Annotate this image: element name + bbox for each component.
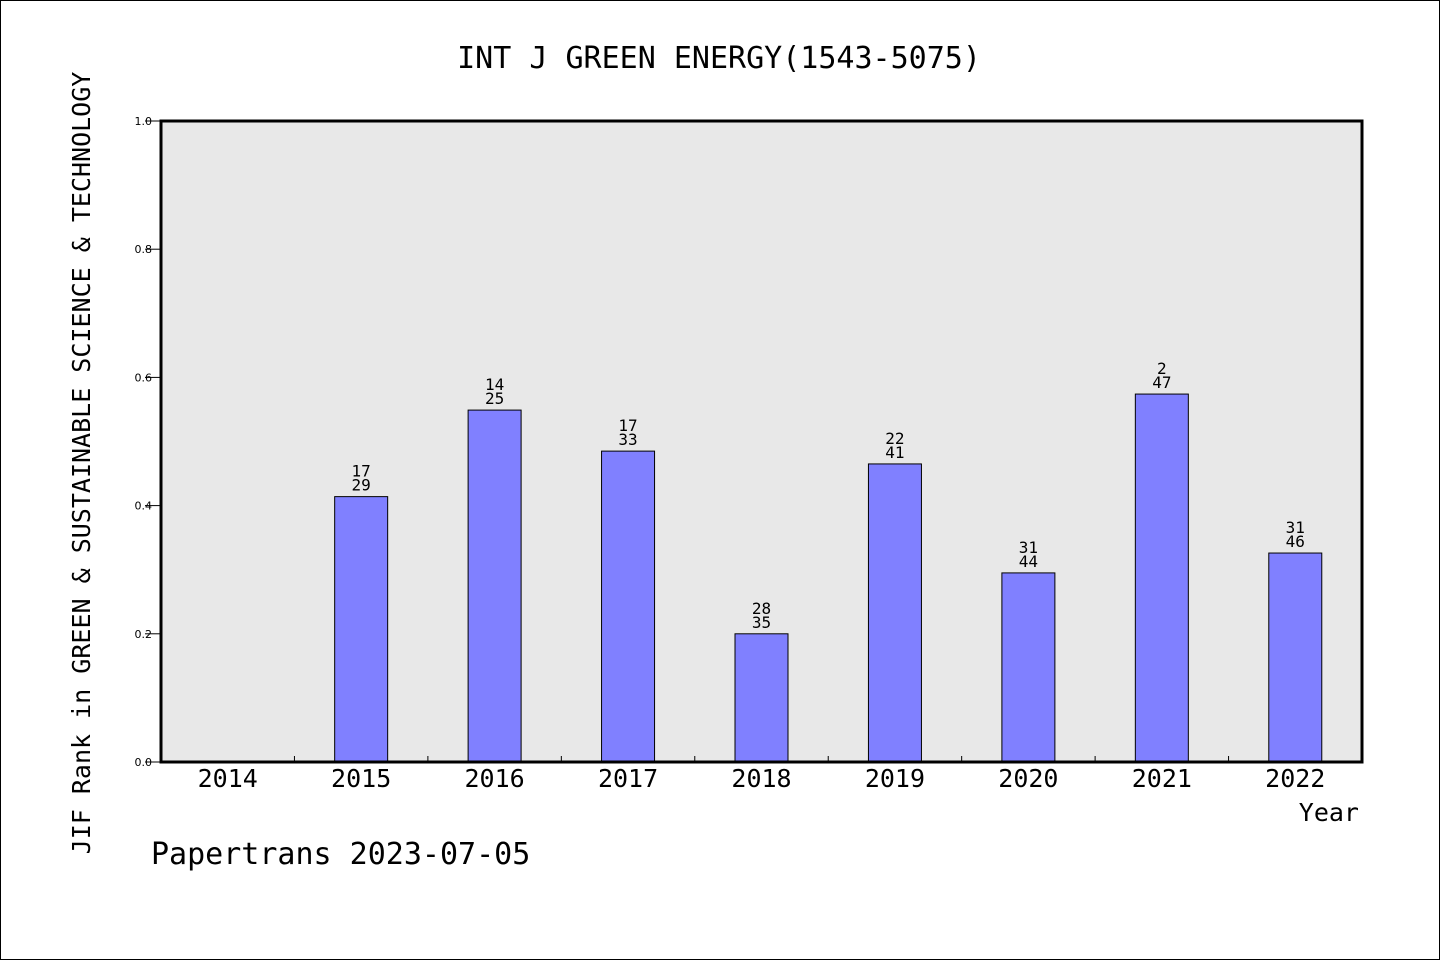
bar bbox=[601, 450, 656, 763]
x-tick-label: 2022 bbox=[1265, 764, 1325, 793]
x-tick-label: 2018 bbox=[731, 764, 791, 793]
x-tick-label: 2016 bbox=[465, 764, 525, 793]
bar-series bbox=[334, 393, 1323, 763]
plot-border bbox=[159, 119, 1364, 764]
bar-label-total: 44 bbox=[1019, 552, 1038, 571]
x-tick-label: 2019 bbox=[865, 764, 925, 793]
y-tick-label: 0.2 bbox=[135, 628, 153, 641]
bar-label-rank: 17 bbox=[618, 416, 637, 435]
bar-label-rank: 31 bbox=[1019, 538, 1038, 557]
bar-label-total: 33 bbox=[618, 430, 637, 449]
bar-label-rank: 14 bbox=[485, 375, 504, 394]
x-tick-label: 2017 bbox=[598, 764, 658, 793]
x-axis-label: Year bbox=[1299, 798, 1359, 827]
bar-label-total: 35 bbox=[752, 613, 771, 632]
bar-label-rank: 2 bbox=[1157, 359, 1167, 378]
bar-label-total: 41 bbox=[885, 443, 904, 462]
x-axis-ticks: 2014 2015 2016 2017 2018 2019 2020 2021 2022 bbox=[198, 756, 1325, 793]
chart-title: INT J GREEN ENERGY(1543-5075) bbox=[457, 41, 981, 76]
bar bbox=[467, 409, 522, 763]
bar bbox=[734, 633, 789, 763]
bar-label-total: 25 bbox=[485, 389, 504, 408]
bar-label-total: 47 bbox=[1152, 373, 1171, 392]
bar bbox=[1268, 552, 1323, 763]
bar-label-rank: 28 bbox=[752, 599, 771, 618]
footer-watermark: Papertrans 2023-07-05 bbox=[151, 837, 530, 872]
y-tick-label: 0.0 bbox=[135, 756, 153, 769]
bar bbox=[1134, 393, 1189, 763]
bar-label-total: 46 bbox=[1286, 532, 1305, 551]
bar-label-rank: 17 bbox=[352, 462, 371, 481]
bar bbox=[334, 496, 389, 763]
bar-label-total: 29 bbox=[352, 476, 371, 495]
y-tick-label: 0.8 bbox=[135, 243, 153, 256]
x-tick-label: 2014 bbox=[198, 764, 258, 793]
bar bbox=[1001, 572, 1056, 763]
bar-label-rank: 22 bbox=[885, 429, 904, 448]
x-tick-label: 2021 bbox=[1132, 764, 1192, 793]
y-axis-label: JIF Rank in GREEN & SUSTAINABLE SCIENCE … bbox=[67, 72, 96, 855]
y-axis-ticks: 0.0 0.2 0.4 0.6 0.8 1.0 bbox=[135, 115, 161, 769]
bar-label-rank: 31 bbox=[1286, 518, 1305, 537]
x-tick-label: 2020 bbox=[998, 764, 1058, 793]
x-tick-label: 2015 bbox=[331, 764, 391, 793]
y-tick-label: 0.6 bbox=[135, 371, 153, 384]
bar bbox=[867, 463, 922, 763]
y-tick-label: 1.0 bbox=[135, 115, 153, 128]
y-tick-label: 0.4 bbox=[135, 500, 153, 513]
